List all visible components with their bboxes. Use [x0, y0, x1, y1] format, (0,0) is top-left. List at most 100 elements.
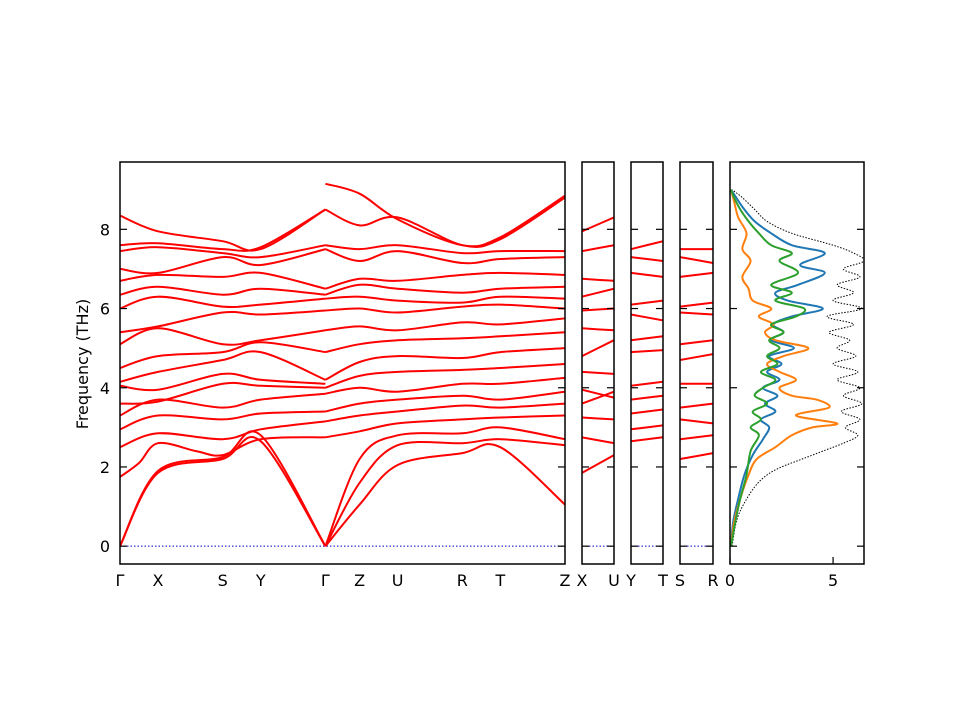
partial-dos-curve	[730, 189, 826, 547]
phonon-band	[631, 349, 663, 354]
x-tick-label: T	[657, 571, 668, 590]
x-tick-label: Z	[560, 571, 571, 590]
phonon-band	[120, 381, 326, 405]
phonon-band	[582, 454, 614, 474]
phonon-band	[631, 335, 663, 342]
phonon-band	[680, 402, 713, 409]
phonon-band	[582, 339, 614, 357]
phonon-band	[120, 350, 326, 383]
x-tick-label: Y	[255, 571, 266, 590]
phonon-band	[631, 408, 663, 415]
y-tick-label: 4	[100, 379, 110, 398]
phonon-band	[325, 363, 565, 389]
total-dos-curve	[731, 189, 864, 547]
phonon-band	[120, 285, 326, 296]
phonon-band	[120, 341, 326, 369]
y-tick-label: 8	[100, 220, 110, 239]
phonon-band	[325, 244, 565, 255]
phonon-band	[120, 208, 326, 252]
phonon-band	[120, 309, 326, 334]
phonon-band	[631, 380, 663, 387]
x-tick-label: U	[392, 571, 404, 590]
x-tick-label: S	[218, 571, 228, 590]
partial-dos-curve	[730, 189, 839, 547]
x-tick-label: Γ	[321, 571, 330, 590]
phonon-band	[582, 388, 614, 399]
phonon-band	[631, 313, 663, 322]
phonon-band	[680, 339, 713, 346]
y-tick-label: 6	[100, 300, 110, 319]
phonon-band	[120, 372, 326, 392]
phonon-band	[120, 436, 326, 478]
x-tick-label: X	[153, 571, 164, 590]
phonon-band	[324, 438, 565, 547]
phonon-band	[325, 303, 565, 314]
phonon-band	[324, 426, 565, 547]
band-panel-main: 0 2 4 6 8 Γ X S Y Γ Z U R T Z	[100, 161, 571, 590]
x-tick-label: R	[457, 571, 468, 590]
phonon-band	[325, 402, 565, 423]
phonon-band	[680, 418, 713, 425]
phonon-band	[680, 301, 713, 308]
phonon-band	[680, 311, 713, 316]
x-tick-label: Z	[354, 571, 365, 590]
phonon-band	[324, 443, 565, 547]
phonon-band	[631, 394, 663, 401]
phonon-band	[631, 424, 663, 431]
y-axis-label: Frequency (THz)	[73, 299, 92, 429]
phonon-band	[582, 436, 614, 445]
YT-frame	[630, 161, 664, 565]
phonon-band	[325, 182, 565, 248]
phonon-band	[120, 430, 327, 547]
main-bands	[120, 182, 565, 547]
x-tick-label: 0	[725, 571, 735, 590]
phonon-band	[582, 216, 614, 233]
partial-dos-curve	[730, 189, 807, 547]
phonon-band	[680, 434, 713, 441]
x-tick-label: X	[577, 571, 588, 590]
phonon-band	[631, 256, 663, 262]
y-tick-label: 0	[100, 537, 110, 556]
YT-bands	[631, 240, 663, 547]
phonon-band	[325, 295, 565, 304]
x-tick-label: T	[494, 571, 505, 590]
phonon-band	[680, 271, 713, 278]
phonon-band	[325, 414, 565, 439]
phonon-band	[582, 277, 614, 282]
phonon-band	[325, 390, 565, 413]
phonon-band	[120, 295, 326, 310]
phonon-band	[325, 331, 565, 354]
phonon-band	[582, 244, 614, 253]
x-tick-label: U	[608, 571, 620, 590]
phonon-band	[631, 436, 663, 443]
phonon-band	[582, 390, 614, 405]
XU-bands	[582, 216, 614, 547]
y-tick-label: 2	[100, 458, 110, 477]
phonon-band	[120, 248, 326, 275]
phonon-band	[120, 420, 326, 449]
phonon-band	[325, 376, 565, 395]
phonon-band	[120, 410, 326, 431]
x-tick-label: Y	[625, 571, 636, 590]
phonon-band	[582, 287, 614, 298]
dos-curves	[730, 189, 864, 547]
phonon-band	[631, 299, 663, 306]
phonon-band	[120, 327, 326, 346]
phonon-band	[120, 271, 326, 290]
phonon-band	[680, 353, 713, 361]
phonon-band	[325, 271, 565, 290]
phonon-band	[680, 256, 713, 264]
phonon-band	[325, 248, 565, 265]
phonon-band	[120, 208, 326, 252]
x-tick-label: 5	[828, 571, 838, 590]
phonon-band	[324, 196, 565, 248]
phonon-band	[325, 283, 565, 296]
XU-frame	[581, 161, 615, 565]
main-frame	[119, 161, 566, 565]
SR-bands	[680, 248, 713, 547]
